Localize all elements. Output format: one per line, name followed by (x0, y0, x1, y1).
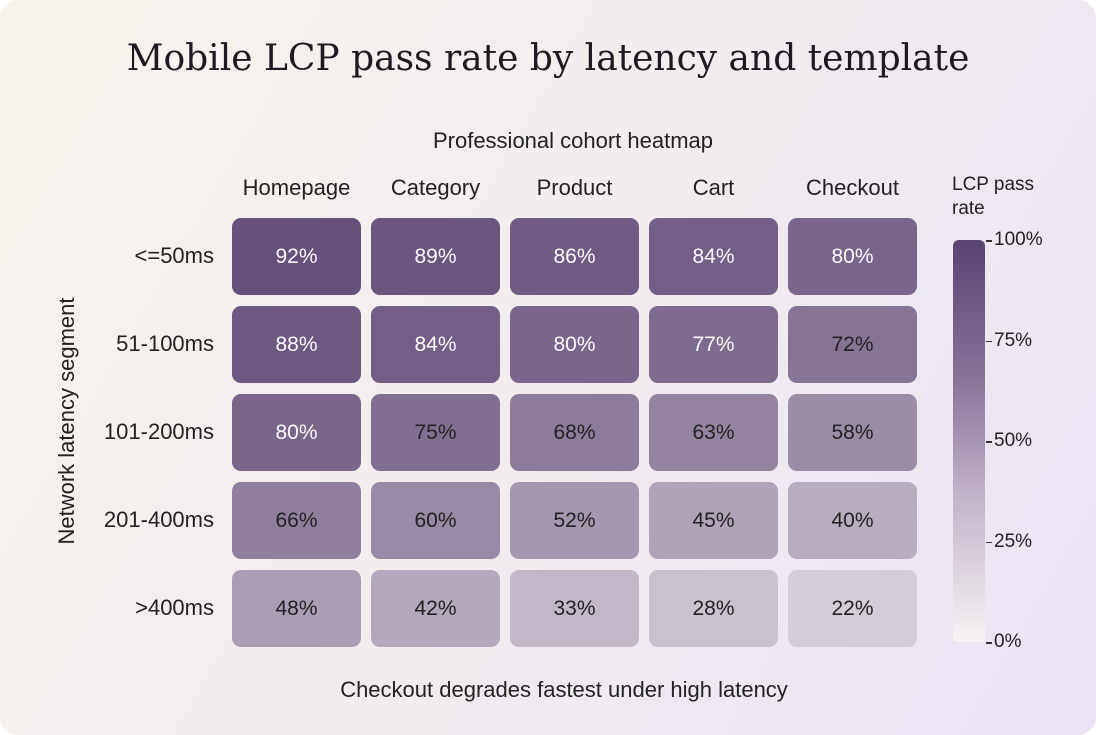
heatmap-cell: 68% (510, 394, 639, 471)
chart-subtitle: Professional cohort heatmap (432, 128, 714, 153)
colorbar-title: LCP pass rate (952, 174, 1035, 219)
heatmap-cell: 72% (788, 306, 917, 383)
heatmap-cell: 33% (510, 570, 639, 647)
colorbar-tick-label: 100% (994, 229, 1043, 250)
colorbar-tick-mark (986, 240, 992, 242)
row-header: <=50ms (134, 243, 215, 268)
heatmap-cell: 22% (788, 570, 917, 647)
heatmap-cell: 86% (510, 218, 639, 295)
row-header: >400ms (135, 595, 214, 620)
heatmap-cell: 58% (788, 394, 917, 471)
column-header: Cart (692, 175, 735, 200)
colorbar-tick-label: 75% (994, 329, 1033, 351)
colorbar-tick-label: 25% (994, 530, 1033, 552)
colorbar-tick-mark (986, 340, 992, 342)
heatmap-cell: 28% (649, 570, 778, 647)
row-header: 51-100ms (116, 331, 214, 356)
colorbar-tick-label: 0% (994, 631, 1022, 652)
heatmap-cell: 77% (649, 306, 778, 383)
heatmap-cell: 75% (371, 394, 500, 471)
row-header: 101-200ms (103, 419, 214, 444)
column-header: Category (390, 175, 481, 200)
heatmap-cell: 45% (649, 482, 778, 559)
heatmap-cell: 80% (232, 394, 361, 471)
heatmap-cell: 89% (371, 218, 500, 295)
heatmap-cell: 48% (232, 570, 361, 647)
heatmap-cell: 66% (232, 482, 361, 559)
heatmap-cell: 84% (371, 306, 500, 383)
row-header: 201-400ms (103, 507, 214, 532)
heatmap-cell: 52% (510, 482, 639, 559)
chart-title: Mobile LCP pass rate by latency and temp… (126, 38, 970, 79)
colorbar-tick-mark (986, 441, 992, 443)
column-header: Product (536, 175, 613, 200)
heatmap-cell: 60% (371, 482, 500, 559)
colorbar-tick-mark (986, 541, 992, 543)
colorbar-tick-label: 50% (994, 430, 1033, 451)
heatmap-cell: 40% (788, 482, 917, 559)
heatmap-cell: 84% (649, 218, 778, 295)
heatmap-cell: 42% (371, 570, 500, 647)
heatmap-cell: 80% (788, 218, 917, 295)
chart-footer: Checkout degrades fastest under high lat… (340, 677, 788, 702)
heatmap-cell: 88% (232, 306, 361, 383)
heatmap-cell: 92% (232, 218, 361, 295)
colorbar-tick-mark (986, 642, 992, 644)
colorbar (953, 240, 985, 642)
heatmap-cell: 63% (649, 394, 778, 471)
column-header: Checkout (806, 175, 899, 200)
column-header: Homepage (242, 175, 351, 200)
heatmap-cell: 80% (510, 306, 639, 383)
